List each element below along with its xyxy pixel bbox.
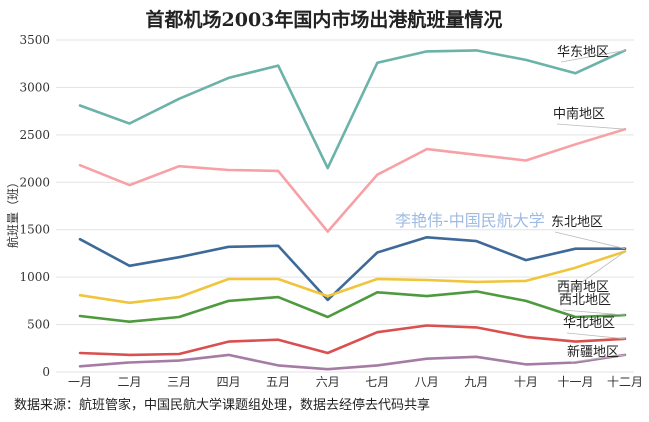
series-line — [78, 250, 627, 305]
x-tick-label: 十二月 — [607, 375, 643, 389]
x-tick-label: 九月 — [464, 375, 488, 389]
leader-line — [562, 309, 626, 316]
series-label: 新疆地区 — [567, 344, 619, 360]
x-tick-label: 五月 — [266, 375, 290, 389]
gridlines — [56, 39, 634, 373]
leader-line — [554, 231, 626, 250]
x-tick-label: 四月 — [217, 375, 241, 389]
x-tick-label: 十月 — [514, 375, 538, 389]
series-lines — [78, 49, 627, 371]
y-tick-label: 3000 — [19, 80, 50, 94]
series-line — [78, 324, 627, 357]
y-tick-label: 0 — [42, 365, 50, 379]
label-leader-lines — [554, 50, 626, 363]
series-label: 中南地区 — [553, 106, 605, 122]
series-line — [78, 290, 627, 324]
y-tick-label: 2000 — [19, 175, 50, 189]
x-axis-ticks: 一月 二月 三月 四月 五月 六月 七月 八月 九月 十月 十一月 十二月 — [68, 375, 643, 389]
series-line — [78, 236, 627, 302]
series-label: 华北地区 — [563, 316, 615, 331]
chart-title: 首都机场2003年国内市场出港航班量情况 — [146, 8, 503, 31]
leader-line — [560, 50, 626, 63]
x-tick-label: 二月 — [118, 375, 142, 389]
watermark-text: 李艳伟-中国民航大学 — [395, 211, 545, 230]
y-tick-label: 1000 — [19, 270, 50, 284]
x-tick-label: 一月 — [68, 375, 92, 389]
series-label: 西北地区 — [559, 293, 611, 308]
x-tick-label: 八月 — [415, 375, 439, 389]
source-note: 数据来源：航班管家，中国民航大学课题组处理，数据去经停去代码共享 — [14, 397, 430, 413]
y-tick-label: 500 — [27, 318, 50, 332]
leader-line — [556, 123, 626, 130]
y-axis-ticks: 0 500 1000 1500 2000 2500 3000 3500 — [19, 33, 50, 379]
x-tick-label: 七月 — [365, 375, 389, 389]
series-line — [78, 353, 627, 371]
series-label: 西南地区 — [557, 279, 609, 295]
series-line — [78, 127, 627, 233]
leader-line — [566, 332, 626, 340]
series-label: 东北地区 — [551, 215, 603, 230]
x-tick-label: 十一月 — [557, 375, 593, 389]
series-label: 华东地区 — [557, 45, 609, 60]
y-tick-label: 1500 — [19, 223, 50, 237]
y-tick-label: 2500 — [19, 128, 50, 142]
x-tick-label: 六月 — [316, 375, 340, 389]
series-line — [78, 49, 627, 170]
leader-line — [560, 251, 626, 298]
leader-line — [570, 354, 626, 363]
y-tick-label: 3500 — [19, 33, 50, 47]
x-tick-label: 三月 — [167, 375, 191, 389]
y-axis-label: 航班量（班） — [5, 176, 20, 248]
